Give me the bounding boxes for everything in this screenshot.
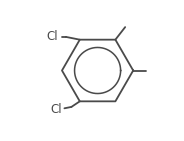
Text: Cl: Cl [50,103,62,115]
Text: Cl: Cl [46,30,58,43]
